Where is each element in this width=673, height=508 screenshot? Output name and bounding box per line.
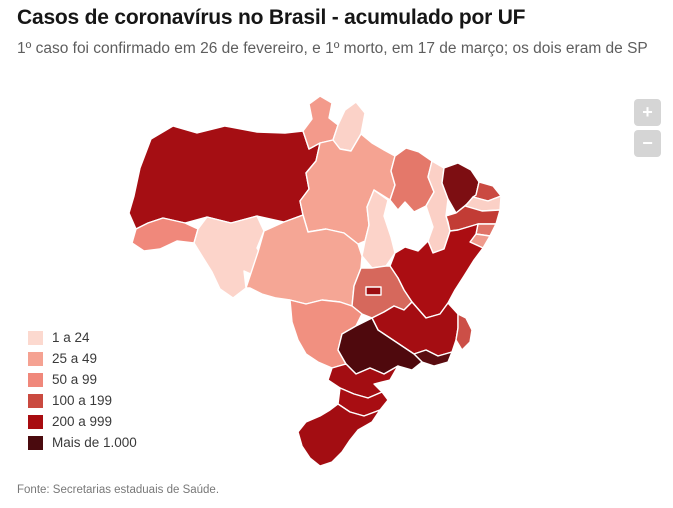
legend-swatch [28,330,43,345]
subtitle: 1º caso foi confirmado em 26 de fevereir… [17,40,648,57]
map-zoom-controls: + − [634,99,661,157]
plus-icon: + [642,102,653,122]
legend-item: Mais de 1.000 [28,432,137,453]
legend-label: 50 a 99 [52,372,98,387]
legend-swatch [28,414,43,429]
zoom-out-button[interactable]: − [634,130,661,157]
source-note: Fonte: Secretarias estaduais de Saúde. [17,484,220,496]
legend-item: 50 a 99 [28,369,137,390]
legend-swatch [28,435,43,450]
state-am[interactable] [128,125,321,230]
minus-icon: − [642,133,653,153]
state-df[interactable] [365,286,382,296]
state-es[interactable] [455,313,473,351]
legend-item: 1 a 24 [28,327,137,348]
legend-swatch [28,351,43,366]
state-rs[interactable] [297,403,381,467]
legend-label: 25 a 49 [52,351,98,366]
legend-item: 100 a 199 [28,390,137,411]
state-ma[interactable] [389,147,435,213]
legend-label: Mais de 1.000 [52,435,137,450]
legend-item: 25 a 49 [28,348,137,369]
legend-label: 200 a 999 [52,414,113,429]
legend: 1 a 24 25 a 49 50 a 99 100 a 199 200 a 999 Ma… [28,327,137,453]
legend-item: 200 a 999 [28,411,137,432]
zoom-in-button[interactable]: + [634,99,661,126]
legend-swatch [28,393,43,408]
legend-label: 100 a 199 [52,393,113,408]
legend-label: 1 a 24 [52,330,90,345]
state-rj[interactable] [413,349,453,367]
state-ro[interactable] [193,215,266,299]
legend-swatch [28,372,43,387]
page-title: Casos de coronavírus no Brasil - acumula… [17,6,526,29]
